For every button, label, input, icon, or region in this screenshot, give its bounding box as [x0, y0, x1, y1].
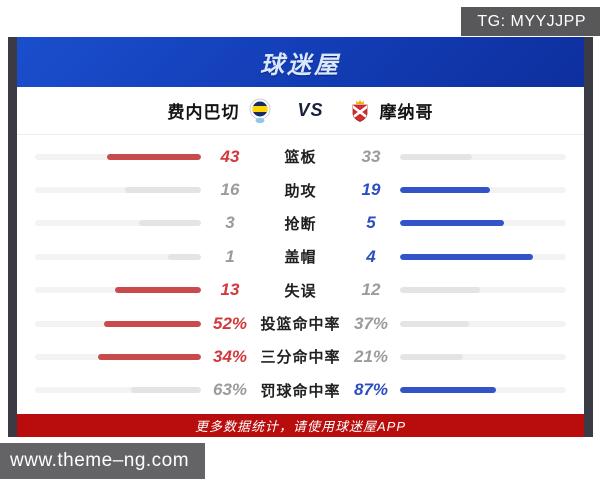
home-stat-bar-fill — [138, 220, 201, 227]
away-stat-value: 12 — [361, 280, 381, 300]
stat-row: 1 盖帽 4 — [35, 240, 566, 273]
stats-card: 球迷屋 费内巴切 VS 摩纳哥 — [8, 37, 593, 437]
away-stat-value: 5 — [366, 213, 376, 233]
stat-label: 三分命中率 — [260, 349, 341, 367]
away-stat-value: 33 — [361, 146, 381, 166]
promo-text: 更多数据统计，请使用球迷屋APP — [194, 419, 406, 434]
away-stat-value: 87% — [353, 380, 389, 400]
home-team-crest-icon — [249, 98, 271, 123]
away-stat-value: 37% — [353, 313, 389, 333]
stat-label: 盖帽 — [284, 249, 317, 267]
away-stat-bar-fill — [400, 187, 491, 194]
away-stat-bar-fill — [400, 353, 464, 360]
stat-label: 罚球命中率 — [260, 382, 341, 400]
away-team: 摩纳哥 — [350, 98, 434, 123]
away-stat-bar — [400, 353, 566, 360]
stats-list: 43 篮板 33 16 助攻 19 3 抢断 5 1 盖帽 4 13 失误 12 52% 投篮命中率 37% 34%… — [17, 135, 584, 414]
away-stat-bar-fill — [400, 387, 497, 394]
away-stat-value: 21% — [353, 346, 389, 366]
vs-label: VS — [297, 100, 324, 120]
tg-watermark-badge: TG: MYYJJPP — [461, 7, 600, 36]
home-stat-value: 16 — [220, 180, 240, 200]
promo-banner: 更多数据统计，请使用球迷屋APP — [17, 414, 584, 437]
away-stat-bar — [400, 187, 566, 194]
stat-row: 63% 罚球命中率 87% — [35, 374, 566, 407]
away-stat-bar — [400, 220, 566, 227]
home-stat-bar — [35, 387, 201, 394]
away-stat-bar-fill — [400, 153, 473, 160]
home-stat-value: 43 — [220, 146, 240, 166]
home-stat-bar-fill — [98, 353, 201, 360]
away-team-name: 摩纳哥 — [379, 103, 434, 122]
home-stat-bar-fill — [125, 187, 201, 194]
home-stat-value: 3 — [225, 213, 235, 233]
home-stat-bar — [35, 187, 201, 194]
site-watermark: www.theme–ng.com — [0, 443, 206, 479]
home-stat-value: 52% — [212, 313, 248, 333]
stat-label: 失误 — [284, 282, 317, 300]
home-stat-value: 1 — [225, 246, 235, 266]
away-stat-bar — [400, 287, 566, 294]
stat-row: 43 篮板 33 — [35, 140, 566, 173]
stat-row: 34% 三分命中率 21% — [35, 340, 566, 373]
home-stat-value: 63% — [212, 380, 248, 400]
away-stat-bar — [400, 253, 566, 260]
stat-label: 投篮命中率 — [260, 316, 341, 334]
home-stat-bar — [35, 320, 201, 327]
home-stat-bar — [35, 220, 201, 227]
stat-label: 抢断 — [284, 215, 317, 233]
card-header: 球迷屋 — [17, 37, 584, 87]
away-stat-bar-fill — [400, 287, 480, 294]
away-stat-bar-fill — [400, 220, 504, 227]
stat-label: 助攻 — [284, 182, 317, 200]
home-stat-bar — [35, 153, 201, 160]
away-stat-bar — [400, 153, 566, 160]
stat-row: 16 助攻 19 — [35, 173, 566, 206]
away-stat-bar — [400, 387, 566, 394]
home-team-name: 费内巴切 — [167, 103, 240, 122]
home-stat-value: 13 — [220, 280, 240, 300]
home-stat-bar — [35, 287, 201, 294]
home-stat-value: 34% — [212, 346, 248, 366]
home-stat-bar-fill — [131, 387, 201, 394]
teams-row: 费内巴切 VS 摩纳哥 — [17, 87, 584, 135]
away-stat-bar-fill — [400, 253, 533, 260]
stat-row: 3 抢断 5 — [35, 207, 566, 240]
stat-label: 篮板 — [284, 149, 317, 167]
app-logo: 球迷屋 — [260, 51, 341, 79]
home-stat-bar-fill — [104, 320, 201, 327]
home-stat-bar-fill — [114, 287, 201, 294]
home-stat-bar-fill — [107, 153, 201, 160]
away-stat-bar — [400, 320, 566, 327]
stat-row: 52% 投篮命中率 37% — [35, 307, 566, 340]
home-stat-bar-fill — [167, 253, 201, 260]
away-stat-value: 4 — [366, 246, 376, 266]
away-stat-bar-fill — [400, 320, 470, 327]
home-team: 费内巴切 — [167, 98, 271, 124]
away-stat-value: 19 — [361, 180, 381, 200]
away-team-crest-icon — [352, 99, 367, 122]
home-stat-bar — [35, 253, 201, 260]
stat-row: 13 失误 12 — [35, 274, 566, 307]
home-stat-bar — [35, 353, 201, 360]
